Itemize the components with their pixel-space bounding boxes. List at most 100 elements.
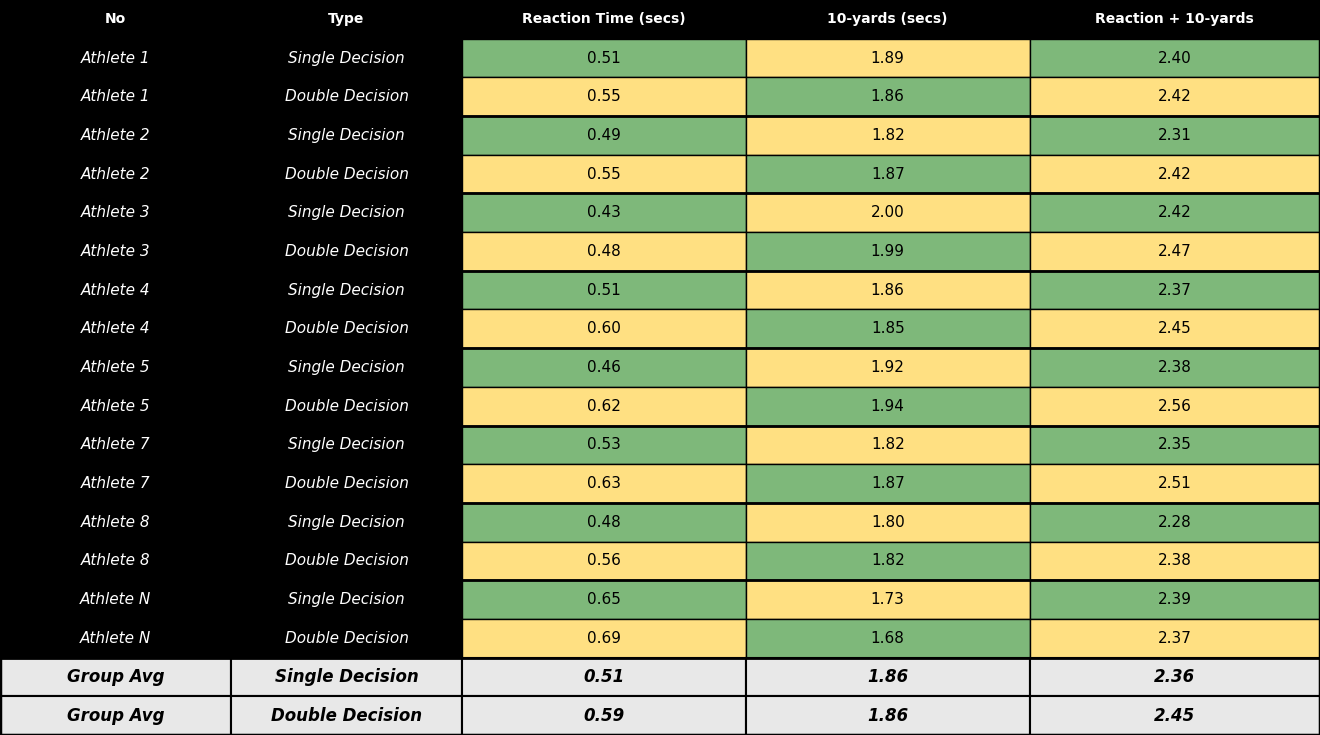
Bar xyxy=(1030,426,1320,465)
Text: 0.55: 0.55 xyxy=(587,167,620,182)
Text: Athlete 1: Athlete 1 xyxy=(81,51,150,65)
Bar xyxy=(1030,696,1320,735)
Text: 0.56: 0.56 xyxy=(587,553,620,568)
Bar xyxy=(0,193,231,232)
Bar xyxy=(0,77,231,116)
Text: Type: Type xyxy=(329,12,364,26)
Text: Athlete 8: Athlete 8 xyxy=(81,514,150,530)
Text: Double Decision: Double Decision xyxy=(285,321,408,337)
Bar xyxy=(231,426,462,465)
Text: 1.94: 1.94 xyxy=(871,398,904,414)
Text: Double Decision: Double Decision xyxy=(285,398,408,414)
Text: 1.82: 1.82 xyxy=(871,437,904,452)
Text: Athlete 4: Athlete 4 xyxy=(81,283,150,298)
Bar xyxy=(462,658,746,696)
Bar xyxy=(0,116,231,155)
Text: 1.86: 1.86 xyxy=(867,668,908,686)
Bar xyxy=(462,542,746,580)
Text: Athlete 3: Athlete 3 xyxy=(81,244,150,259)
Bar xyxy=(746,696,1030,735)
Text: 1.68: 1.68 xyxy=(871,631,904,646)
Bar xyxy=(1030,155,1320,193)
Bar xyxy=(1030,270,1320,309)
Bar xyxy=(746,155,1030,193)
Bar xyxy=(462,426,746,465)
Text: Double Decision: Double Decision xyxy=(285,476,408,491)
Text: 2.35: 2.35 xyxy=(1158,437,1192,452)
Bar xyxy=(0,309,231,348)
Bar xyxy=(0,39,231,77)
Text: 2.39: 2.39 xyxy=(1158,592,1192,607)
Text: 0.51: 0.51 xyxy=(583,668,624,686)
Bar xyxy=(231,696,462,735)
Text: 1.86: 1.86 xyxy=(871,283,904,298)
Text: 2.37: 2.37 xyxy=(1158,631,1192,646)
Bar xyxy=(746,77,1030,116)
Text: 1.87: 1.87 xyxy=(871,167,904,182)
Bar xyxy=(746,232,1030,270)
Text: 0.51: 0.51 xyxy=(587,283,620,298)
Bar xyxy=(462,387,746,426)
Bar xyxy=(462,580,746,619)
Text: Athlete 8: Athlete 8 xyxy=(81,553,150,568)
Text: Double Decision: Double Decision xyxy=(285,167,408,182)
Text: 0.48: 0.48 xyxy=(587,514,620,530)
Bar xyxy=(746,116,1030,155)
Text: 1.92: 1.92 xyxy=(871,360,904,375)
Bar xyxy=(231,232,462,270)
Text: Athlete 4: Athlete 4 xyxy=(81,321,150,337)
Bar xyxy=(231,0,462,39)
Bar xyxy=(462,348,746,387)
Bar xyxy=(0,696,231,735)
Text: Single Decision: Single Decision xyxy=(288,592,405,607)
Bar xyxy=(231,193,462,232)
Bar xyxy=(746,465,1030,503)
Text: Group Avg: Group Avg xyxy=(67,706,164,725)
Bar xyxy=(462,39,746,77)
Bar xyxy=(462,503,746,542)
Text: 1.73: 1.73 xyxy=(871,592,904,607)
Text: 2.45: 2.45 xyxy=(1158,321,1192,337)
Text: Athlete N: Athlete N xyxy=(81,592,150,607)
Text: Single Decision: Single Decision xyxy=(288,360,405,375)
Text: 1.85: 1.85 xyxy=(871,321,904,337)
Text: 0.55: 0.55 xyxy=(587,89,620,104)
Bar xyxy=(0,348,231,387)
Text: Single Decision: Single Decision xyxy=(288,437,405,452)
Bar xyxy=(0,465,231,503)
Bar xyxy=(1030,193,1320,232)
Text: Athlete 7: Athlete 7 xyxy=(81,437,150,452)
Bar xyxy=(746,503,1030,542)
Text: Single Decision: Single Decision xyxy=(275,668,418,686)
Text: 1.87: 1.87 xyxy=(871,476,904,491)
Text: 1.86: 1.86 xyxy=(871,89,904,104)
Bar xyxy=(462,77,746,116)
Bar xyxy=(231,309,462,348)
Text: 2.47: 2.47 xyxy=(1158,244,1192,259)
Text: 1.82: 1.82 xyxy=(871,553,904,568)
Bar xyxy=(746,348,1030,387)
Text: Athlete 7: Athlete 7 xyxy=(81,476,150,491)
Text: Double Decision: Double Decision xyxy=(285,89,408,104)
Bar xyxy=(746,426,1030,465)
Text: 2.36: 2.36 xyxy=(1154,668,1196,686)
Text: Double Decision: Double Decision xyxy=(285,553,408,568)
Text: 0.46: 0.46 xyxy=(587,360,620,375)
Bar xyxy=(0,503,231,542)
Text: 1.80: 1.80 xyxy=(871,514,904,530)
Text: 0.53: 0.53 xyxy=(587,437,620,452)
Bar xyxy=(231,116,462,155)
Bar xyxy=(231,503,462,542)
Text: Single Decision: Single Decision xyxy=(288,205,405,220)
Text: 0.62: 0.62 xyxy=(587,398,620,414)
Text: 2.37: 2.37 xyxy=(1158,283,1192,298)
Bar xyxy=(1030,542,1320,580)
Text: Single Decision: Single Decision xyxy=(288,51,405,65)
Text: 2.42: 2.42 xyxy=(1158,89,1192,104)
Text: Single Decision: Single Decision xyxy=(288,283,405,298)
Bar xyxy=(1030,348,1320,387)
Bar xyxy=(462,232,746,270)
Bar xyxy=(1030,619,1320,658)
Bar xyxy=(462,270,746,309)
Bar xyxy=(1030,309,1320,348)
